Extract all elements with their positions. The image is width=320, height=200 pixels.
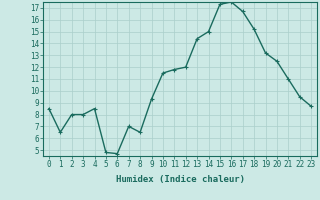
X-axis label: Humidex (Indice chaleur): Humidex (Indice chaleur) xyxy=(116,175,244,184)
